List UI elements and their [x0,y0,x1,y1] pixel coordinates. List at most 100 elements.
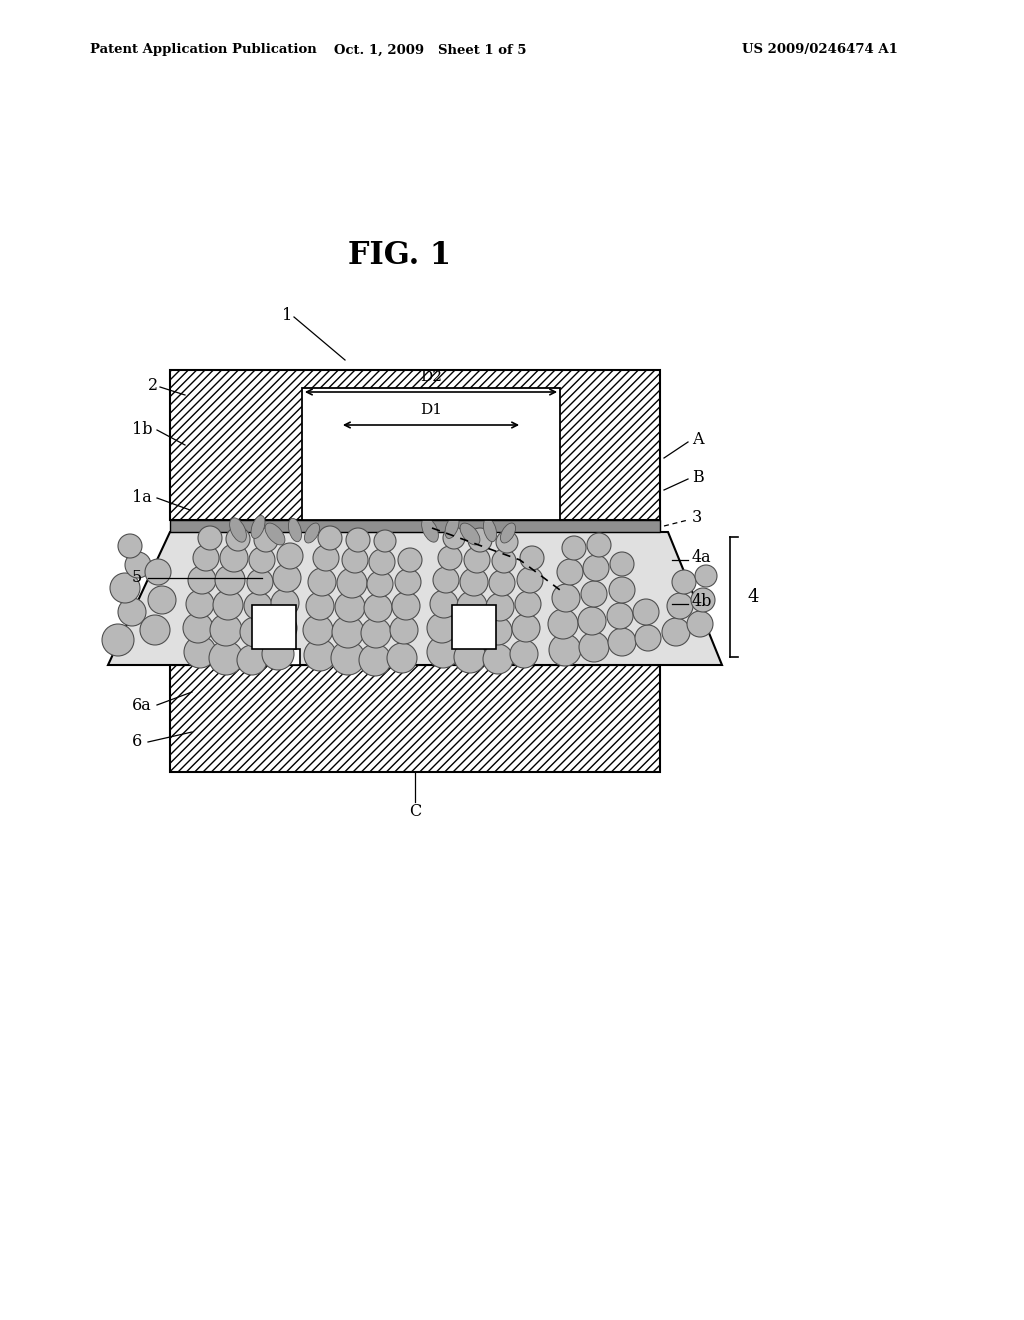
Circle shape [188,566,216,594]
Circle shape [184,636,216,668]
Circle shape [633,599,659,624]
Circle shape [220,544,248,572]
Circle shape [552,583,580,612]
Circle shape [483,644,513,675]
Circle shape [512,614,540,642]
Bar [170,520,660,532]
Circle shape [125,552,151,578]
Circle shape [562,536,586,560]
Circle shape [583,554,609,581]
Circle shape [667,593,693,619]
Text: 4a: 4a [692,549,712,566]
Ellipse shape [501,523,515,543]
Circle shape [486,593,514,620]
Text: Oct. 1, 2009   Sheet 1 of 5: Oct. 1, 2009 Sheet 1 of 5 [334,44,526,57]
Text: C: C [409,804,421,821]
Circle shape [489,570,515,597]
Text: 5: 5 [132,569,142,586]
Circle shape [318,525,342,550]
Circle shape [517,568,543,593]
Circle shape [304,639,336,671]
Circle shape [237,645,267,675]
Circle shape [392,591,420,620]
Circle shape [313,545,339,572]
Circle shape [193,545,219,572]
Circle shape [346,528,370,552]
Circle shape [342,546,368,573]
Ellipse shape [265,523,285,545]
Circle shape [209,642,243,675]
Polygon shape [108,532,722,665]
Text: D1: D1 [420,403,442,417]
Circle shape [244,591,272,620]
Circle shape [387,643,417,673]
Circle shape [335,591,365,622]
Circle shape [140,615,170,645]
Circle shape [578,607,606,635]
Circle shape [215,565,245,595]
Ellipse shape [289,519,302,541]
Circle shape [395,569,421,595]
Circle shape [430,590,458,618]
Circle shape [510,640,538,668]
Circle shape [468,528,492,552]
Circle shape [240,616,270,647]
Circle shape [390,616,418,644]
Circle shape [443,527,465,549]
Circle shape [331,642,365,675]
Text: 4: 4 [748,587,760,606]
Circle shape [455,615,485,645]
Circle shape [635,624,662,651]
Circle shape [433,568,459,593]
Bar [170,370,660,520]
Circle shape [367,572,393,597]
Ellipse shape [251,516,265,539]
Circle shape [254,528,278,552]
Circle shape [183,612,213,643]
Circle shape [262,638,294,671]
Text: 6: 6 [132,734,142,751]
Text: 3: 3 [692,508,702,525]
Text: FIG. 1: FIG. 1 [348,239,452,271]
Text: 1: 1 [282,306,292,323]
Ellipse shape [422,517,438,543]
Text: 4b: 4b [692,594,713,610]
Circle shape [249,546,275,573]
Bar [302,388,560,520]
Text: B: B [692,469,703,486]
Circle shape [278,543,303,569]
Circle shape [464,546,490,573]
Circle shape [398,548,422,572]
Circle shape [607,603,633,630]
Circle shape [520,546,544,570]
Circle shape [492,549,516,573]
Circle shape [148,586,176,614]
Ellipse shape [483,519,497,541]
Bar [449,649,500,665]
Circle shape [374,531,396,552]
Text: D2: D2 [420,370,442,384]
Circle shape [438,546,462,570]
Text: 1a: 1a [132,490,152,507]
Circle shape [226,527,250,550]
Circle shape [484,616,512,645]
Circle shape [662,618,690,645]
Circle shape [267,612,297,643]
Circle shape [515,591,541,616]
Circle shape [213,590,243,620]
Circle shape [303,615,333,645]
Circle shape [210,614,242,645]
Circle shape [587,533,611,557]
Circle shape [548,609,578,639]
Text: Patent Application Publication: Patent Application Publication [90,44,316,57]
Ellipse shape [445,516,459,539]
Ellipse shape [229,517,247,543]
Circle shape [608,628,636,656]
Circle shape [610,552,634,576]
Bar [248,649,300,665]
Circle shape [460,568,488,597]
Circle shape [672,570,696,594]
Text: US 2009/0246474 A1: US 2009/0246474 A1 [742,44,898,57]
Ellipse shape [460,523,480,545]
Circle shape [102,624,134,656]
